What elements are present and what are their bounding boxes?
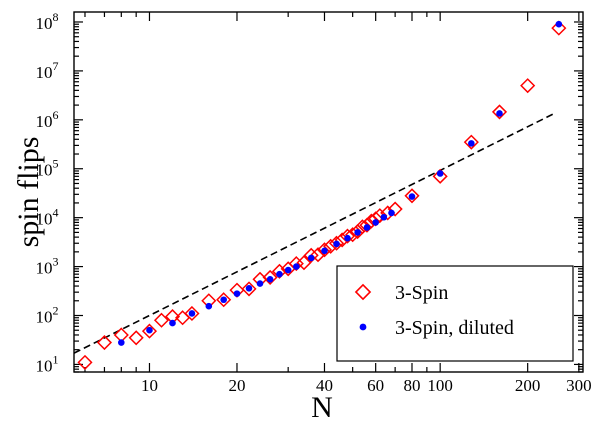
data-point-dot xyxy=(118,339,125,346)
y-tick-label: 101 xyxy=(36,352,59,375)
data-point-dot xyxy=(245,284,253,292)
x-tick-label: 10 xyxy=(141,376,158,395)
legend: 3-Spin 3-Spin, diluted xyxy=(336,265,574,362)
y-axis-title: spin flips xyxy=(12,137,45,248)
reference-dashed-line xyxy=(73,111,557,354)
series-layer xyxy=(77,20,567,370)
data-point-diamond xyxy=(491,104,508,120)
data-point-dot xyxy=(363,224,371,231)
legend-label-3-spin-diluted: 3-Spin, diluted xyxy=(395,317,514,339)
y-tick-label: 103 xyxy=(36,255,59,278)
data-point-dot xyxy=(408,193,416,200)
y-tick-label: 108 xyxy=(36,10,59,33)
legend-marker-3-spin xyxy=(354,283,372,301)
data-point-dot xyxy=(436,170,444,177)
data-point-diamond xyxy=(184,305,200,322)
data-point-diamond xyxy=(432,168,448,184)
data-point-diamond xyxy=(77,354,93,370)
data-point-dot xyxy=(468,140,475,147)
series-3-spin-diluted xyxy=(118,20,563,346)
reference-line-layer xyxy=(73,111,557,354)
y-tick-label: 106 xyxy=(36,108,59,131)
data-point-diamond xyxy=(328,235,345,251)
data-point-dot xyxy=(233,290,241,297)
data-point-diamond xyxy=(404,188,420,204)
data-point-dot xyxy=(276,270,283,278)
data-point-dot xyxy=(169,319,176,327)
y-tick-label: 107 xyxy=(36,59,59,82)
data-point-diamond xyxy=(372,208,388,224)
data-point-diamond xyxy=(339,228,356,244)
x-tick-label: 40 xyxy=(316,376,333,395)
data-point-diamond xyxy=(463,134,479,150)
data-point-dot xyxy=(188,310,196,317)
data-point-diamond xyxy=(141,323,158,339)
data-point-diamond xyxy=(271,263,288,279)
data-point-dot xyxy=(256,280,264,287)
data-point-diamond xyxy=(153,312,170,328)
data-point-dot xyxy=(321,247,328,255)
data-point-dot xyxy=(354,229,361,236)
data-point-dot xyxy=(266,275,274,283)
data-point-diamond xyxy=(387,201,403,217)
data-point-diamond xyxy=(316,242,333,258)
x-tick-label: 200 xyxy=(515,376,541,395)
data-point-dot xyxy=(333,240,340,248)
x-tick-label: 20 xyxy=(228,376,245,395)
x-tick-label: 60 xyxy=(367,376,384,395)
data-point-diamond xyxy=(241,281,257,297)
x-axis-ticks: 10 20 40 60 80 100 200 300 xyxy=(84,12,592,395)
data-point-dot xyxy=(146,326,153,334)
data-point-dot xyxy=(220,296,227,304)
data-point-dot xyxy=(284,266,292,274)
data-point-diamond xyxy=(303,247,319,263)
legend-box xyxy=(336,265,574,362)
data-point-diamond xyxy=(128,330,144,346)
x-tick-label: 300 xyxy=(566,376,592,395)
y-tick-label: 104 xyxy=(36,206,59,229)
data-point-dot xyxy=(344,234,351,242)
legend-marker-3-spin-diluted xyxy=(359,323,367,331)
data-point-dot xyxy=(555,20,563,28)
data-point-dot xyxy=(380,213,388,221)
data-point-dot xyxy=(496,110,503,117)
data-point-diamond xyxy=(296,255,312,271)
data-point-diamond xyxy=(262,269,278,285)
data-point-diamond xyxy=(288,256,304,272)
data-point-diamond xyxy=(350,223,366,240)
data-point-dot xyxy=(372,219,379,226)
data-point-diamond xyxy=(551,20,567,36)
data-point-dot xyxy=(307,254,315,262)
x-tick-label: 100 xyxy=(427,376,453,395)
data-point-diamond xyxy=(216,292,232,308)
data-point-diamond xyxy=(520,78,536,94)
y-axis-ticks: 101 102 103 104 105 106 107 108 xyxy=(36,10,583,375)
legend-label-3-spin: 3-Spin xyxy=(395,282,448,304)
x-axis-title: N xyxy=(311,391,333,424)
data-point-diamond xyxy=(359,217,375,233)
data-point-dot xyxy=(293,263,300,270)
data-point-diamond xyxy=(96,334,113,351)
data-point-dot xyxy=(388,209,395,217)
y-tick-label: 102 xyxy=(36,304,59,327)
x-tick-label: 80 xyxy=(403,376,420,395)
y-tick-label: 105 xyxy=(36,157,59,180)
data-point-dot xyxy=(205,302,213,310)
